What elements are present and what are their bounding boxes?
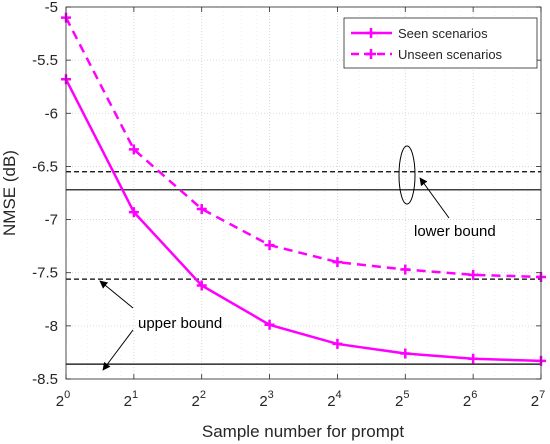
x-tick-label: 23 xyxy=(259,389,273,410)
ticks: 20 21 22 23 24 25 26 27 -5 -5.5 -6 -6.5 -7 -7.5 -8 -8.5 xyxy=(32,0,545,410)
y-tick-label: -8.5 xyxy=(32,371,58,388)
series-point-unseen xyxy=(332,257,343,268)
legend-label-unseen: Unseen scenarios xyxy=(398,47,503,62)
y-tick-label: -8 xyxy=(45,318,58,335)
legend-marker-unseen xyxy=(366,49,376,59)
x-tick-label: 26 xyxy=(463,389,477,410)
upper-bound-arrow-top xyxy=(99,280,134,309)
x-tick-label: 22 xyxy=(191,389,205,410)
legend-box xyxy=(343,17,538,69)
y-tick-label: -5 xyxy=(45,0,58,16)
legend: Seen scenarios Unseen scenarios xyxy=(343,17,538,69)
x-tick-label: 20 xyxy=(56,389,70,410)
y-tick-label: -6 xyxy=(45,105,58,122)
upper-bound-arrow-bottom xyxy=(102,329,134,371)
series-point-unseen xyxy=(468,269,479,280)
x-tick-label: 25 xyxy=(395,389,409,410)
plot-frame xyxy=(65,6,542,380)
y-tick-label: -5.5 xyxy=(32,52,58,69)
series-line-unseen xyxy=(64,17,542,279)
x-axis-title: Sample number for prompt xyxy=(202,422,404,441)
y-tick-label: -7.5 xyxy=(32,265,58,282)
lower-bound-ellipse xyxy=(398,145,416,205)
legend-marker-seen xyxy=(366,28,376,38)
reference-lines xyxy=(66,171,541,365)
series-point-seen xyxy=(128,207,139,218)
y-tick-label: -6.5 xyxy=(32,158,58,175)
upper-bound-label: upper bound xyxy=(138,315,222,332)
series-point-seen xyxy=(400,348,411,359)
series-line-seen xyxy=(64,78,542,363)
y-tick-label: -7 xyxy=(45,212,58,229)
plot-background xyxy=(66,7,541,379)
lower-bound-label: lower bound xyxy=(414,223,496,240)
series-point-unseen xyxy=(128,144,139,155)
series-point-seen xyxy=(468,353,479,364)
x-tick-label: 24 xyxy=(327,389,341,410)
x-tick-label: 21 xyxy=(124,389,138,410)
series-point-unseen xyxy=(196,203,207,214)
series-point-seen xyxy=(264,319,275,330)
x-tick-label: 27 xyxy=(531,389,545,410)
series-point-seen xyxy=(332,338,343,349)
lower-bound-arrow xyxy=(419,177,450,219)
y-axis-title: NMSE (dB) xyxy=(0,150,19,236)
series-point-unseen xyxy=(264,240,275,251)
series-point-unseen xyxy=(400,264,411,275)
series-point-seen xyxy=(196,280,207,291)
legend-label-seen: Seen scenarios xyxy=(398,26,488,41)
annotations: lower bound upper bound xyxy=(99,145,496,371)
